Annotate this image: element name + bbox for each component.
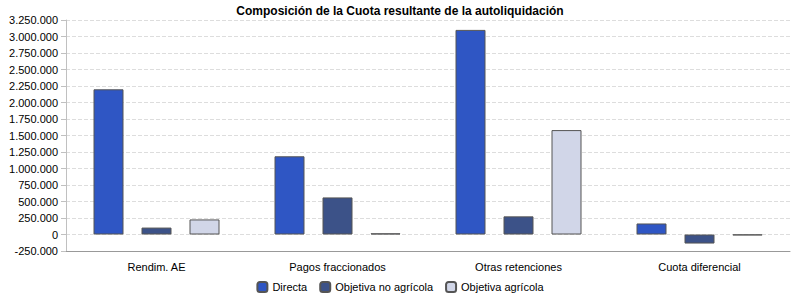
svg-text:2.500.000: 2.500.000 xyxy=(9,64,58,76)
svg-text:Pagos fraccionados: Pagos fraccionados xyxy=(289,261,386,273)
svg-text:Rendim. AE: Rendim. AE xyxy=(127,261,185,273)
svg-text:3.250.000: 3.250.000 xyxy=(9,14,58,26)
svg-text:-250.000: -250.000 xyxy=(15,245,58,257)
svg-text:Composición de la Cuota result: Composición de la Cuota resultante de la… xyxy=(236,4,563,18)
svg-text:2.000.000: 2.000.000 xyxy=(9,97,58,109)
svg-text:Otras retenciones: Otras retenciones xyxy=(475,261,562,273)
svg-text:2.250.000: 2.250.000 xyxy=(9,80,58,92)
svg-text:750.000: 750.000 xyxy=(18,179,58,191)
svg-text:0: 0 xyxy=(52,229,58,241)
svg-text:1.250.000: 1.250.000 xyxy=(9,146,58,158)
svg-text:250.000: 250.000 xyxy=(18,212,58,224)
svg-text:1.000.000: 1.000.000 xyxy=(9,163,58,175)
svg-text:500.000: 500.000 xyxy=(18,196,58,208)
svg-text:Objetiva agrícola: Objetiva agrícola xyxy=(461,281,544,293)
svg-text:3.000.000: 3.000.000 xyxy=(9,31,58,43)
svg-text:1.500.000: 1.500.000 xyxy=(9,130,58,142)
svg-text:1.750.000: 1.750.000 xyxy=(9,113,58,125)
svg-text:2.750.000: 2.750.000 xyxy=(9,47,58,59)
svg-text:Directa: Directa xyxy=(272,281,308,293)
svg-text:Objetiva no agrícola: Objetiva no agrícola xyxy=(335,281,434,293)
svg-text:Cuota diferencial: Cuota diferencial xyxy=(658,261,741,273)
